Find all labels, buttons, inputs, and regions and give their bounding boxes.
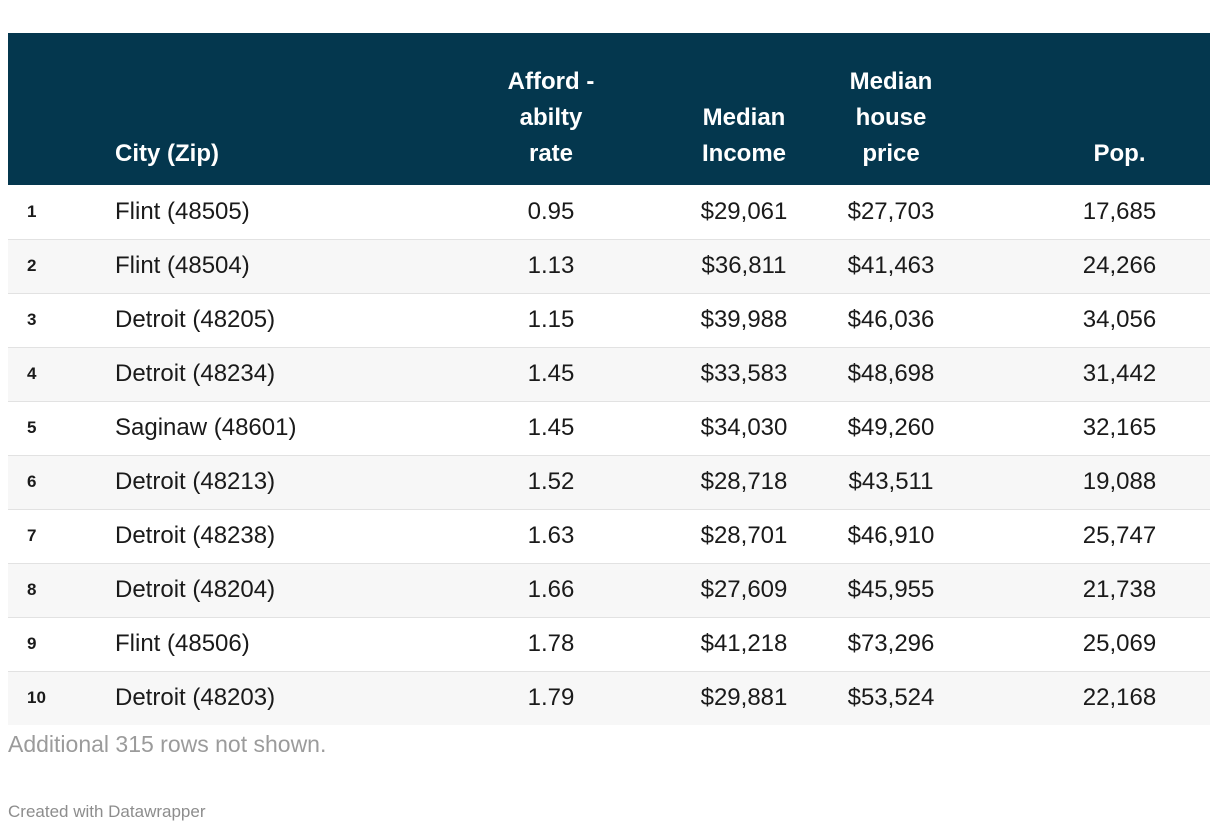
cell-population: 25,747 [1082,522,1157,549]
header-cell-house-price: Median house price [817,33,983,185]
cell-city-zip: Detroit (48205) [115,306,276,333]
cell-rank: 4 [27,364,37,383]
cell-population: 31,442 [1082,360,1157,387]
cell-city-zip: Flint (48506) [115,630,250,657]
cell-population: 19,088 [1082,468,1157,495]
data-table: City (Zip) Afford - abilty rate Median I… [8,33,1210,725]
cell-affordability: 1.63 [527,522,575,549]
cell-house-price: $53,524 [847,684,935,712]
cell-affordability: 1.79 [527,684,575,712]
table-row: 10 Detroit (48203) 1.79 $29,881 $53,524 … [8,671,1210,725]
cell-affordability: 1.45 [527,360,575,387]
header-cell-affordability: Afford - abilty rate [431,33,671,185]
cell-house-price: $45,955 [847,576,935,603]
table-row: 8 Detroit (48204) 1.66 $27,609 $45,955 2… [8,563,1210,617]
cell-median-income: $28,701 [700,522,788,549]
cell-rank: 2 [27,256,37,275]
cell-city-zip: Detroit (48234) [115,360,276,387]
cell-city-zip: Detroit (48238) [115,522,276,549]
cell-affordability: 1.13 [527,252,575,279]
cell-population: 25,069 [1082,630,1157,657]
cell-population: 34,056 [1082,306,1157,333]
cell-city-zip: Flint (48504) [115,252,250,279]
cell-house-price: $73,296 [847,630,935,657]
cell-city-zip: Detroit (48204) [115,576,276,603]
header-cell-city-zip: City (Zip) [96,33,431,185]
cell-population: 17,685 [1082,197,1157,225]
cell-rank: 3 [27,310,37,329]
cell-median-income: $27,609 [700,576,788,603]
cell-population: 22,168 [1082,684,1157,712]
header-cell-population: Pop. [983,33,1210,185]
cell-population: 24,266 [1082,252,1157,279]
cell-median-income: $39,988 [700,306,788,333]
table-header: City (Zip) Afford - abilty rate Median I… [8,33,1210,185]
cell-affordability: 1.66 [527,576,575,603]
cell-rank: 10 [27,688,46,708]
cell-house-price: $49,260 [847,414,935,441]
cell-rank: 9 [27,634,37,653]
cell-rank: 5 [27,418,37,437]
table-row: 7 Detroit (48238) 1.63 $28,701 $46,910 2… [8,509,1210,563]
cell-population: 21,738 [1082,576,1157,603]
cell-house-price: $48,698 [847,360,935,387]
table-row: 4 Detroit (48234) 1.45 $33,583 $48,698 3… [8,347,1210,401]
table-row: 5 Saginaw (48601) 1.45 $34,030 $49,260 3… [8,401,1210,455]
cell-city-zip: Saginaw (48601) [115,414,297,441]
table-body: 1 Flint (48505) 0.95 $29,061 $27,703 17,… [8,185,1210,725]
cell-rank: 1 [27,201,37,221]
cell-affordability: 0.95 [527,197,575,225]
cell-city-zip: Flint (48505) [115,197,250,225]
cell-rank: 6 [27,472,37,491]
cell-median-income: $29,881 [700,684,788,712]
cell-house-price: $27,703 [847,197,935,225]
header-cell-rank [8,33,96,185]
cell-house-price: $46,036 [847,306,935,333]
cell-population: 32,165 [1082,414,1157,441]
cell-house-price: $41,463 [847,252,935,279]
rows-not-shown-note: Additional 315 rows not shown. [8,731,327,757]
table-row: 3 Detroit (48205) 1.15 $39,988 $46,036 3… [8,293,1210,347]
header-row: City (Zip) Afford - abilty rate Median I… [8,33,1210,185]
cell-city-zip: Detroit (48203) [115,684,276,712]
cell-median-income: $28,718 [700,468,788,495]
cell-affordability: 1.15 [527,306,575,333]
table-row: 9 Flint (48506) 1.78 $41,218 $73,296 25,… [8,617,1210,671]
cell-house-price: $43,511 [848,468,934,495]
cell-median-income: $33,583 [700,360,788,387]
cell-rank: 7 [27,526,37,545]
cell-city-zip: Detroit (48213) [115,468,276,495]
table-row: 1 Flint (48505) 0.95 $29,061 $27,703 17,… [8,185,1210,239]
datawrapper-credit: Created with Datawrapper [8,802,206,821]
cell-median-income: $29,061 [700,197,788,225]
cell-affordability: 1.52 [527,468,575,495]
cell-median-income: $36,811 [701,252,787,279]
cell-affordability: 1.78 [527,630,575,657]
cell-affordability: 1.45 [527,414,575,441]
cell-rank: 8 [27,580,37,599]
header-cell-median-income: Median Income [671,33,817,185]
cell-median-income: $41,218 [700,630,788,657]
table-row: 6 Detroit (48213) 1.52 $28,718 $43,511 1… [8,455,1210,509]
cell-house-price: $46,910 [847,522,935,549]
table-row: 2 Flint (48504) 1.13 $36,811 $41,463 24,… [8,239,1210,293]
cell-median-income: $34,030 [700,414,788,441]
